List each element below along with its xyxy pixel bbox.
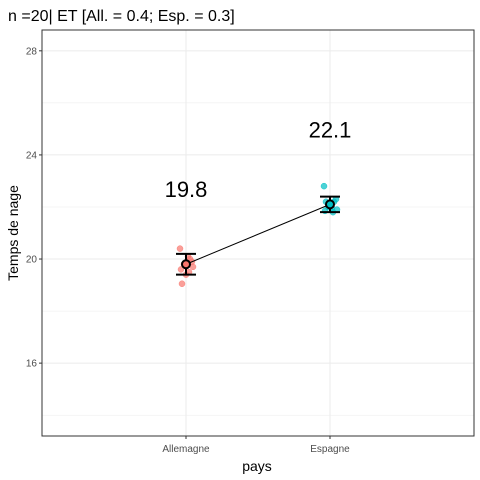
mean-connector-line: [185, 203, 331, 265]
mean-value-label: 19.8: [165, 177, 208, 202]
y-tick-label: 24: [26, 150, 38, 161]
mean-point: [325, 199, 335, 210]
mean-value-label: 22.1: [309, 117, 352, 142]
data-point: [177, 266, 185, 273]
chart-title: n =20| ET [All. = 0.4; Esp. = 0.3]: [8, 8, 235, 25]
y-tick-label: 28: [26, 46, 38, 57]
panel-border: [41, 29, 475, 437]
data-point: [178, 280, 186, 287]
data-point: [320, 182, 328, 190]
plot-panel: 16 20 24 28 Allemagne Espagne 19.8 22.1: [26, 29, 475, 455]
y-tick-label: 16: [26, 359, 38, 370]
y-axis-title: Temps de nage: [5, 185, 21, 281]
mean-point: [181, 259, 191, 270]
data-point: [176, 245, 184, 252]
x-tick-label: Allemagne: [162, 444, 210, 455]
x-axis-title: pays: [242, 458, 272, 474]
y-tick-label: 20: [26, 255, 38, 266]
x-tick-label: Espagne: [310, 444, 350, 455]
